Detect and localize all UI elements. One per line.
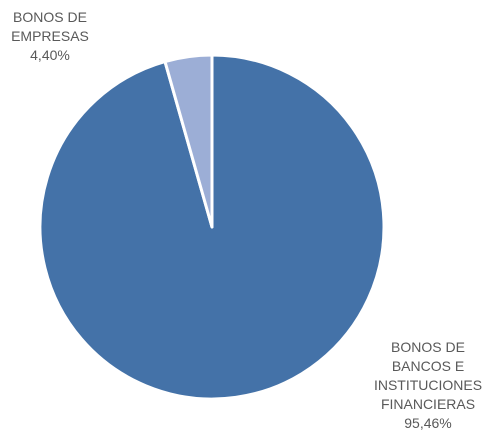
pie-slice-category-label: BONOS DE xyxy=(13,9,87,25)
pie-slice-label-1: BONOS DE EMPRESAS 4,40% xyxy=(11,9,89,63)
pie-slices xyxy=(38,53,386,401)
pie-slice-value-label: 95,46% xyxy=(404,415,451,431)
pie-slice-category-label: FINANCIERAS xyxy=(381,396,475,412)
pie-slice-category-label: BANCOS E xyxy=(392,358,464,374)
pie-labels: BONOS DE BANCOS E INSTITUCIONES FINANCIERAS… xyxy=(11,9,482,431)
pie-slice-label-0: BONOS DE BANCOS E INSTITUCIONES FINANCIERAS… xyxy=(374,339,482,431)
pie-slice-value-label: 4,40% xyxy=(30,47,70,63)
pie-slice-category-label: BONOS DE xyxy=(391,339,465,355)
pie-slice-category-label: INSTITUCIONES xyxy=(374,377,482,393)
pie-slice-1 xyxy=(163,53,214,229)
pie-slice-category-label: EMPRESAS xyxy=(11,28,89,44)
